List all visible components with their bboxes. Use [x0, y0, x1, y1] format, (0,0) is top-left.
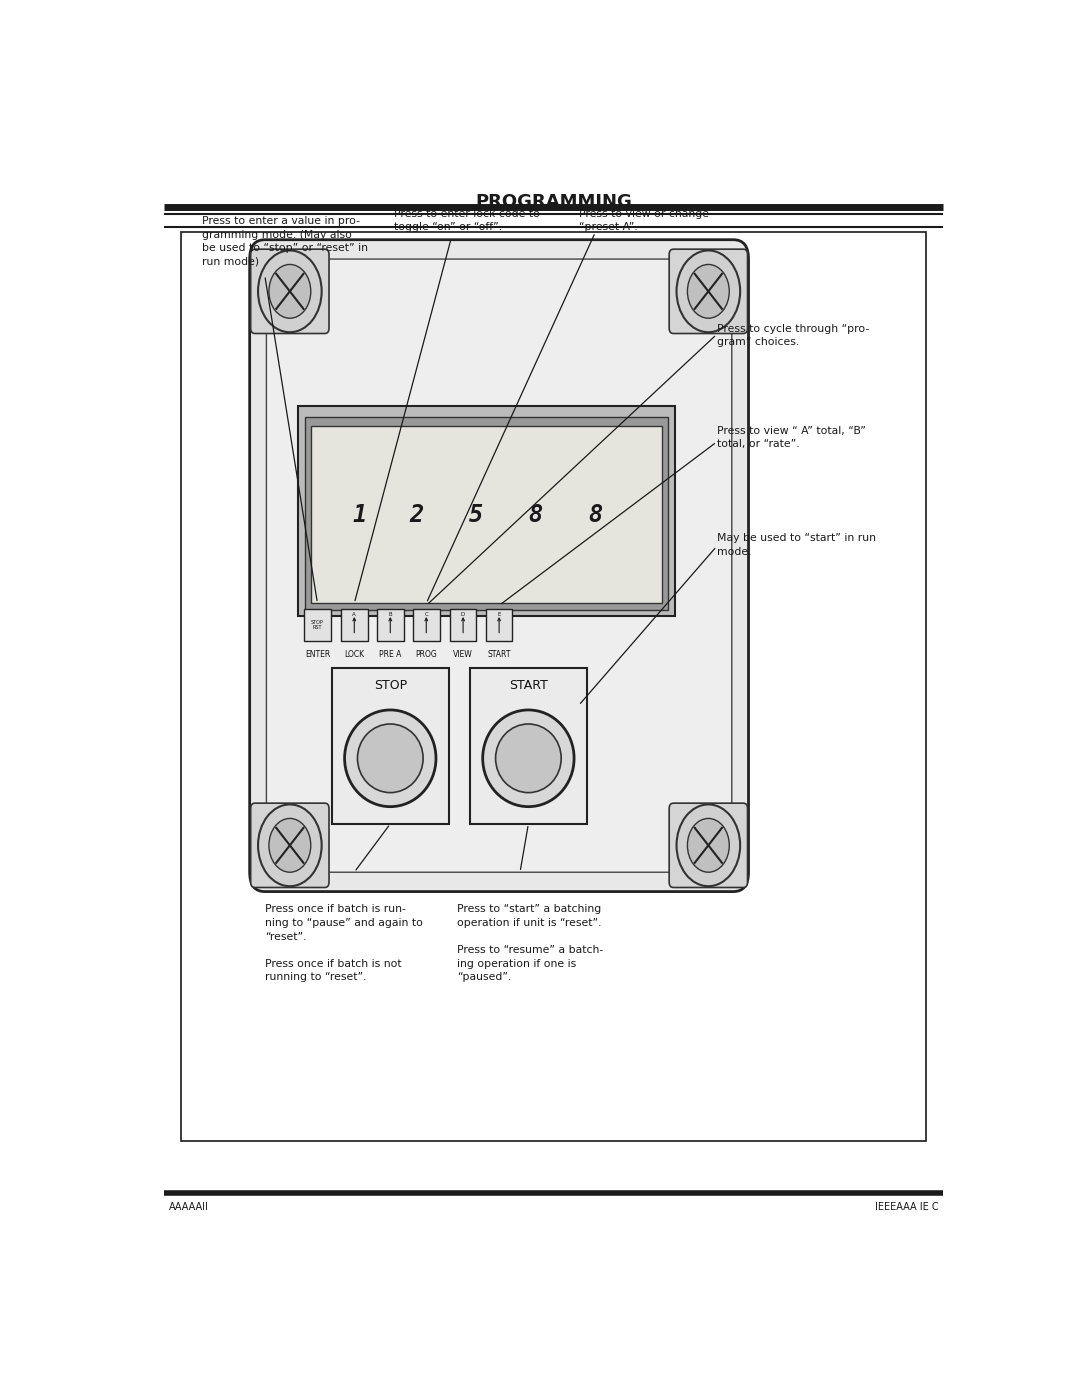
Circle shape [688, 819, 729, 872]
Text: START: START [487, 650, 511, 658]
Text: E: E [498, 612, 501, 617]
Text: Press to view or change
“preset A”.: Press to view or change “preset A”. [579, 208, 708, 232]
Bar [181, 232, 926, 1141]
Text: STOP: STOP [374, 679, 407, 692]
Text: Press to enter lock code to
toggle “on” or “off”.: Press to enter lock code to toggle “on” … [394, 208, 540, 232]
Text: Press to “start” a batching
operation if unit is “reset”.

Press to “resume” a b: Press to “start” a batching operation if… [457, 904, 604, 982]
Text: START: START [509, 679, 548, 692]
Text: IEEEAAA IE C: IEEEAAA IE C [875, 1203, 939, 1213]
Text: May be used to “start” in run
mode.: May be used to “start” in run mode. [717, 534, 876, 557]
Bar [305, 418, 669, 609]
Bar [298, 407, 675, 616]
Text: A: A [352, 612, 356, 617]
FancyBboxPatch shape [670, 249, 747, 334]
Circle shape [676, 250, 740, 332]
Bar [449, 609, 476, 641]
FancyBboxPatch shape [251, 803, 329, 887]
Text: Press once if batch is run-
ning to “pause” and again to
“reset”.

Press once if: Press once if batch is run- ning to “pau… [265, 904, 422, 982]
Circle shape [688, 264, 729, 319]
Circle shape [269, 264, 311, 319]
Bar [470, 668, 588, 824]
Bar [311, 426, 662, 604]
FancyBboxPatch shape [251, 249, 329, 334]
Text: 8: 8 [528, 503, 543, 527]
FancyBboxPatch shape [249, 240, 748, 891]
Text: C: C [424, 612, 428, 617]
Bar [341, 609, 367, 641]
Text: 2: 2 [409, 503, 423, 527]
Bar [413, 609, 440, 641]
Ellipse shape [345, 710, 436, 806]
Text: Press to cycle through “pro-
gram” choices.: Press to cycle through “pro- gram” choic… [717, 324, 869, 348]
Ellipse shape [496, 724, 562, 792]
Text: Press to view “ A” total, “B”
total, or “rate”.: Press to view “ A” total, “B” total, or … [717, 426, 865, 450]
Text: VIEW: VIEW [454, 650, 473, 658]
Text: D: D [461, 612, 465, 617]
Text: 1: 1 [353, 503, 367, 527]
Bar [486, 609, 513, 641]
Circle shape [676, 805, 740, 886]
Text: 8: 8 [589, 503, 603, 527]
Circle shape [258, 250, 322, 332]
Text: B: B [389, 612, 392, 617]
FancyBboxPatch shape [267, 258, 732, 872]
Text: 5: 5 [469, 503, 483, 527]
Text: AAAAAII: AAAAAII [168, 1203, 208, 1213]
Ellipse shape [357, 724, 423, 792]
Bar [305, 609, 330, 641]
Bar [332, 668, 449, 824]
Ellipse shape [483, 710, 575, 806]
Text: PRE A: PRE A [379, 650, 402, 658]
Text: LOCK: LOCK [345, 650, 364, 658]
Circle shape [269, 819, 311, 872]
Text: Press to enter a value in pro-
gramming mode. (May also
be used to “stop” or “re: Press to enter a value in pro- gramming … [202, 217, 368, 267]
Text: PROG: PROG [416, 650, 437, 658]
Text: STOP
RST: STOP RST [311, 620, 324, 630]
Text: PROGRAMMING: PROGRAMMING [475, 193, 632, 211]
Bar [377, 609, 404, 641]
FancyBboxPatch shape [670, 803, 747, 887]
Circle shape [258, 805, 322, 886]
Text: ENTER: ENTER [305, 650, 330, 658]
